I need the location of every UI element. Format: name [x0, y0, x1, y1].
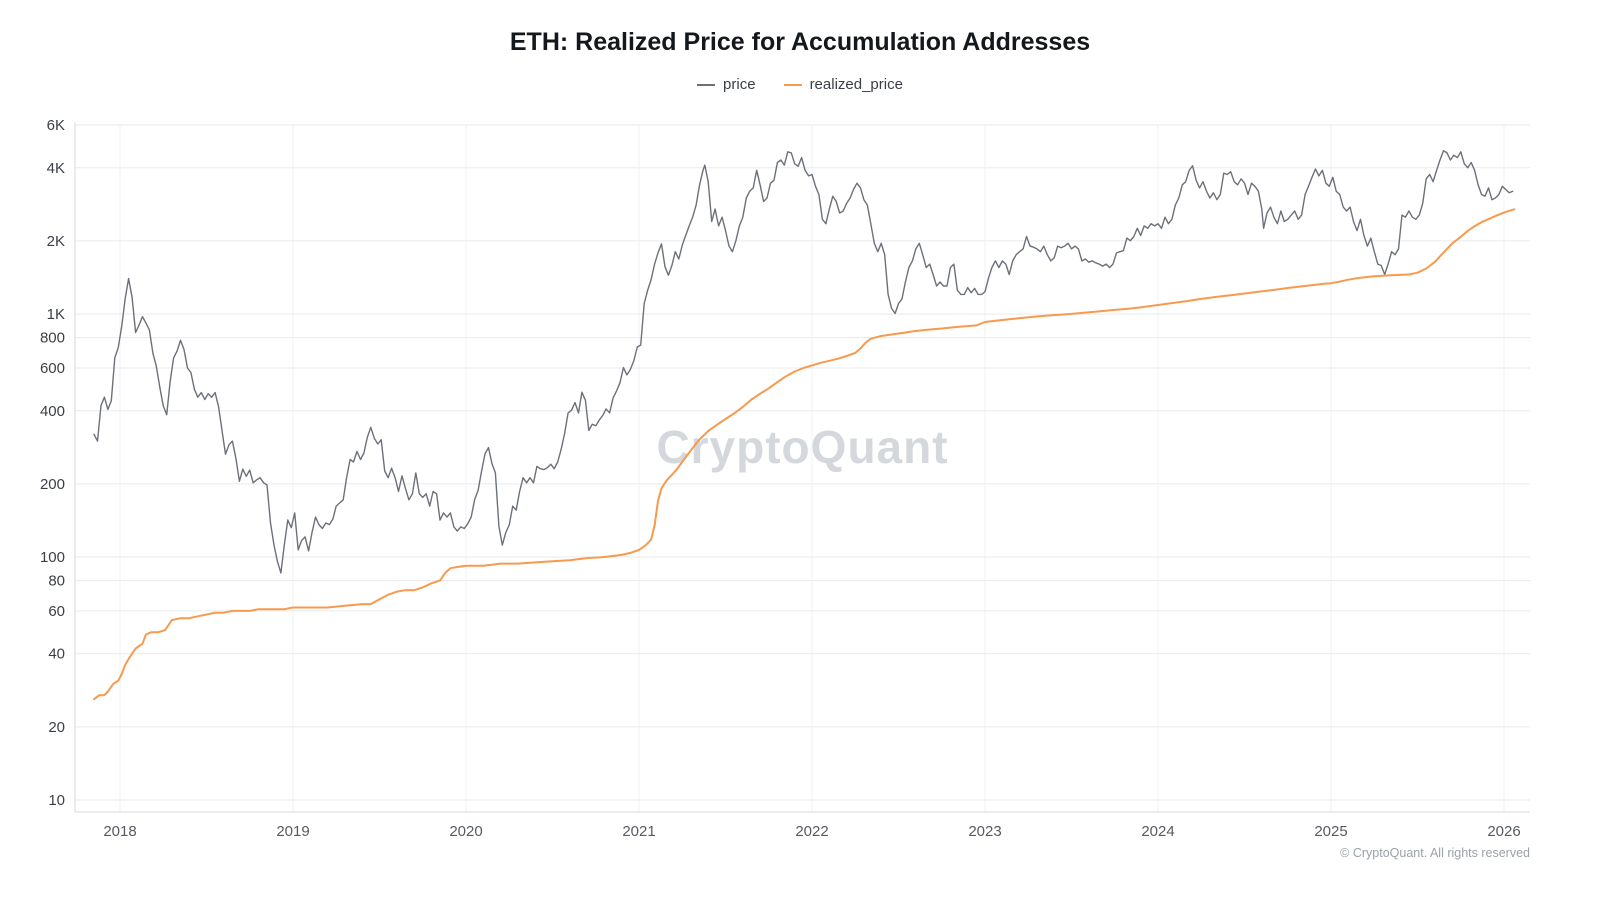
y-tick-label: 400: [40, 403, 65, 420]
y-tick-label: 60: [48, 603, 65, 620]
y-tick-label: 100: [40, 549, 65, 566]
series-line-realized_price: [93, 208, 1516, 701]
legend: price realized_price: [0, 76, 1600, 93]
x-tick-label: 2026: [1487, 823, 1520, 840]
legend-item-realized-price[interactable]: realized_price: [783, 76, 903, 93]
legend-item-price[interactable]: price: [697, 76, 756, 93]
y-tick-label: 40: [48, 646, 65, 663]
price-line-swatch: [697, 83, 716, 86]
y-tick-label: 6K: [47, 117, 65, 134]
y-tick-label: 600: [40, 360, 65, 377]
x-tick-label: 2020: [449, 823, 482, 840]
x-tick-label: 2023: [968, 823, 1001, 840]
y-tick-label: 200: [40, 476, 65, 493]
copyright-attribution: © CryptoQuant. All rights reserved: [1340, 846, 1530, 860]
series-line-price: [93, 150, 1514, 574]
legend-label-price: price: [723, 76, 756, 93]
y-tick-label: 20: [48, 719, 65, 736]
x-tick-label: 2019: [276, 823, 309, 840]
y-tick-label: 2K: [47, 233, 65, 250]
x-tick-label: 2018: [103, 823, 136, 840]
chart-title: ETH: Realized Price for Accumulation Add…: [509, 28, 1091, 56]
x-tick-label: 2022: [795, 823, 828, 840]
x-tick-label: 2024: [1141, 823, 1174, 840]
x-tick-label: 2025: [1314, 823, 1347, 840]
realized-price-line-swatch: [783, 83, 802, 86]
legend-label-realized-price: realized_price: [809, 76, 903, 93]
cryptoquant-watermark: CryptoQuant: [656, 421, 949, 473]
y-tick-label: 1K: [47, 306, 65, 323]
y-tick-label: 80: [48, 573, 65, 590]
x-tick-label: 2021: [622, 823, 655, 840]
y-tick-label: 10: [48, 792, 65, 809]
y-tick-label: 4K: [47, 160, 65, 177]
y-tick-label: 800: [40, 330, 65, 347]
